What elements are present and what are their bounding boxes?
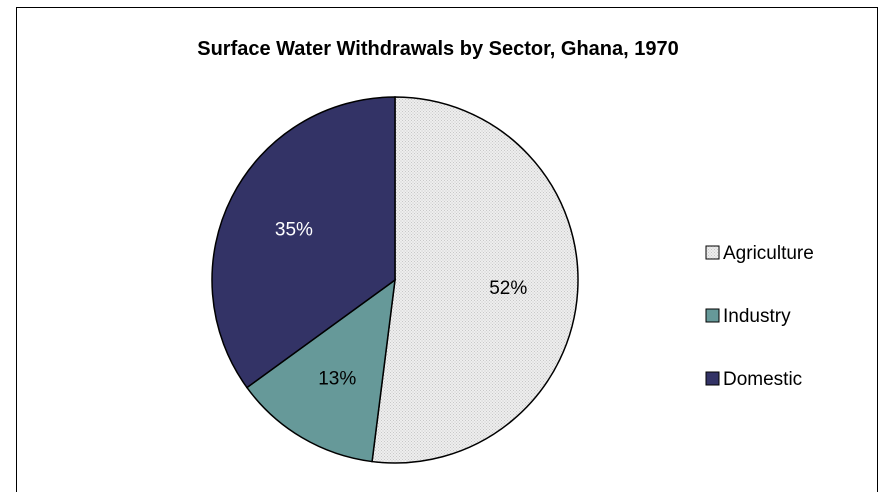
pie-slice-industry [245,278,396,463]
chart-border [16,7,878,492]
slice-labels: 52% 13% 35% [275,219,527,389]
legend: Agriculture Industry Domestic [705,243,814,390]
pie-slice-agriculture [371,96,579,464]
legend-swatch-agriculture [705,245,720,260]
slice-label-industry: 13% [318,369,356,390]
pie-slice-domestic [211,96,396,389]
legend-swatch-domestic [705,371,720,386]
legend-label-agriculture: Agriculture [723,243,814,264]
slice-label-agriculture: 52% [489,278,527,299]
legend-label-industry: Industry [723,306,791,327]
legend-swatch-industry [705,308,720,323]
legend-label-domestic: Domestic [723,369,802,390]
slice-label-domestic: 35% [275,219,313,240]
chart-title: Surface Water Withdrawals by Sector, Gha… [197,38,678,60]
pie-slices [211,96,579,464]
